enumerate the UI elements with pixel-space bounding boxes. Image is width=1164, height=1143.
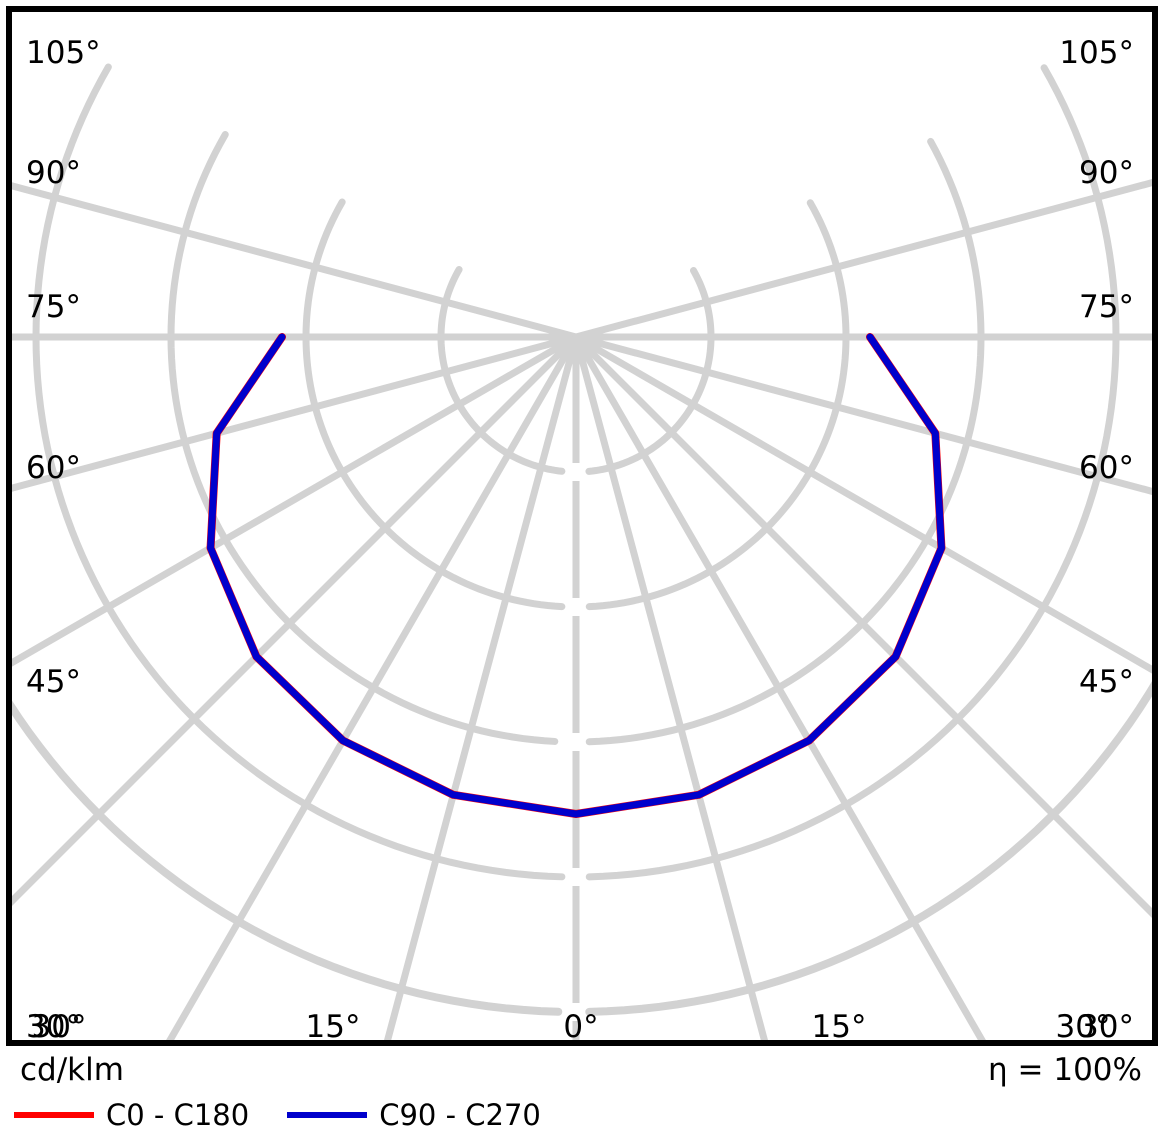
axis-label-right: 75° (1079, 289, 1134, 325)
grid-spoke (12, 182, 577, 341)
axis-label-left: 45° (26, 664, 81, 700)
axis-label-bottom: 15° (305, 1009, 361, 1045)
grid-ring (585, 137, 985, 746)
axis-label-left: 75° (26, 289, 81, 325)
axis-label-left: 90° (26, 155, 81, 191)
grid-label-gap (567, 598, 585, 616)
axis-label-left: 60° (26, 450, 81, 486)
axis-label-bottom: 30° (1055, 1009, 1111, 1045)
grid-spoke (572, 335, 986, 1040)
legend-color-swatch (14, 1112, 94, 1118)
grid-ring (32, 63, 566, 881)
grid-spoke (12, 333, 577, 492)
legend-label: C90 - C270 (379, 1098, 541, 1132)
efficiency-label: η = 100% (988, 1052, 1142, 1088)
grid-ring (585, 199, 850, 611)
grid-spoke (575, 179, 1152, 341)
axis-label-right: 60° (1079, 450, 1134, 486)
grid-label-gap (567, 463, 585, 481)
axis-label-bottom: 0° (563, 1009, 599, 1045)
axis-label-right: 105° (1059, 35, 1134, 71)
axis-label-left: 30° (26, 1009, 81, 1045)
chart-legend: C0 - C180 C90 - C270 (14, 1098, 579, 1132)
legend-label: C0 - C180 (106, 1098, 250, 1132)
axis-label-left: 105° (26, 35, 101, 71)
data-curve (207, 333, 945, 818)
grid-label-gap (567, 733, 585, 751)
axis-label-bottom: 15° (811, 1009, 867, 1045)
grid-spoke (572, 336, 768, 1040)
grid-spoke (12, 333, 578, 667)
grid-spoke (573, 334, 1152, 918)
polar-plot-svg (12, 63, 1152, 1040)
data-curves (206, 333, 946, 818)
legend-color-swatch (287, 1112, 368, 1118)
grid-ring (585, 681, 1152, 1016)
grid-ring (302, 198, 566, 611)
grid-spoke (12, 334, 579, 906)
grid-ring (585, 267, 715, 475)
polar-grid (12, 63, 1152, 1040)
chart-footer: cd/klm η = 100% C0 - C180 C90 - C270 (0, 1046, 1164, 1143)
axis-label-right: 30° (1079, 1009, 1134, 1045)
legend-entry: C0 - C180 (14, 1098, 249, 1132)
grid-ring (585, 64, 1120, 881)
legend-entry: C90 - C270 (287, 1098, 541, 1132)
unit-label: cd/klm (20, 1052, 124, 1088)
axis-label-right: 45° (1079, 664, 1134, 700)
grid-spoke (384, 336, 580, 1040)
grid-spoke (166, 335, 580, 1040)
grid-ring (167, 131, 559, 745)
grid-spoke (575, 333, 1152, 495)
grid-ring (12, 700, 563, 1016)
grid-spoke (574, 333, 1152, 674)
grid-label-gap (567, 868, 585, 886)
grid-label-gap (567, 1003, 585, 1021)
grid-ring (437, 266, 566, 475)
axis-label-right: 90° (1079, 155, 1134, 191)
axis-label-bottom: 30° (31, 1009, 87, 1045)
plot-frame: 105° 90° 75° 60° 45° 30° 105° 90° 75° 60° 45° 30° 30… (6, 6, 1158, 1046)
